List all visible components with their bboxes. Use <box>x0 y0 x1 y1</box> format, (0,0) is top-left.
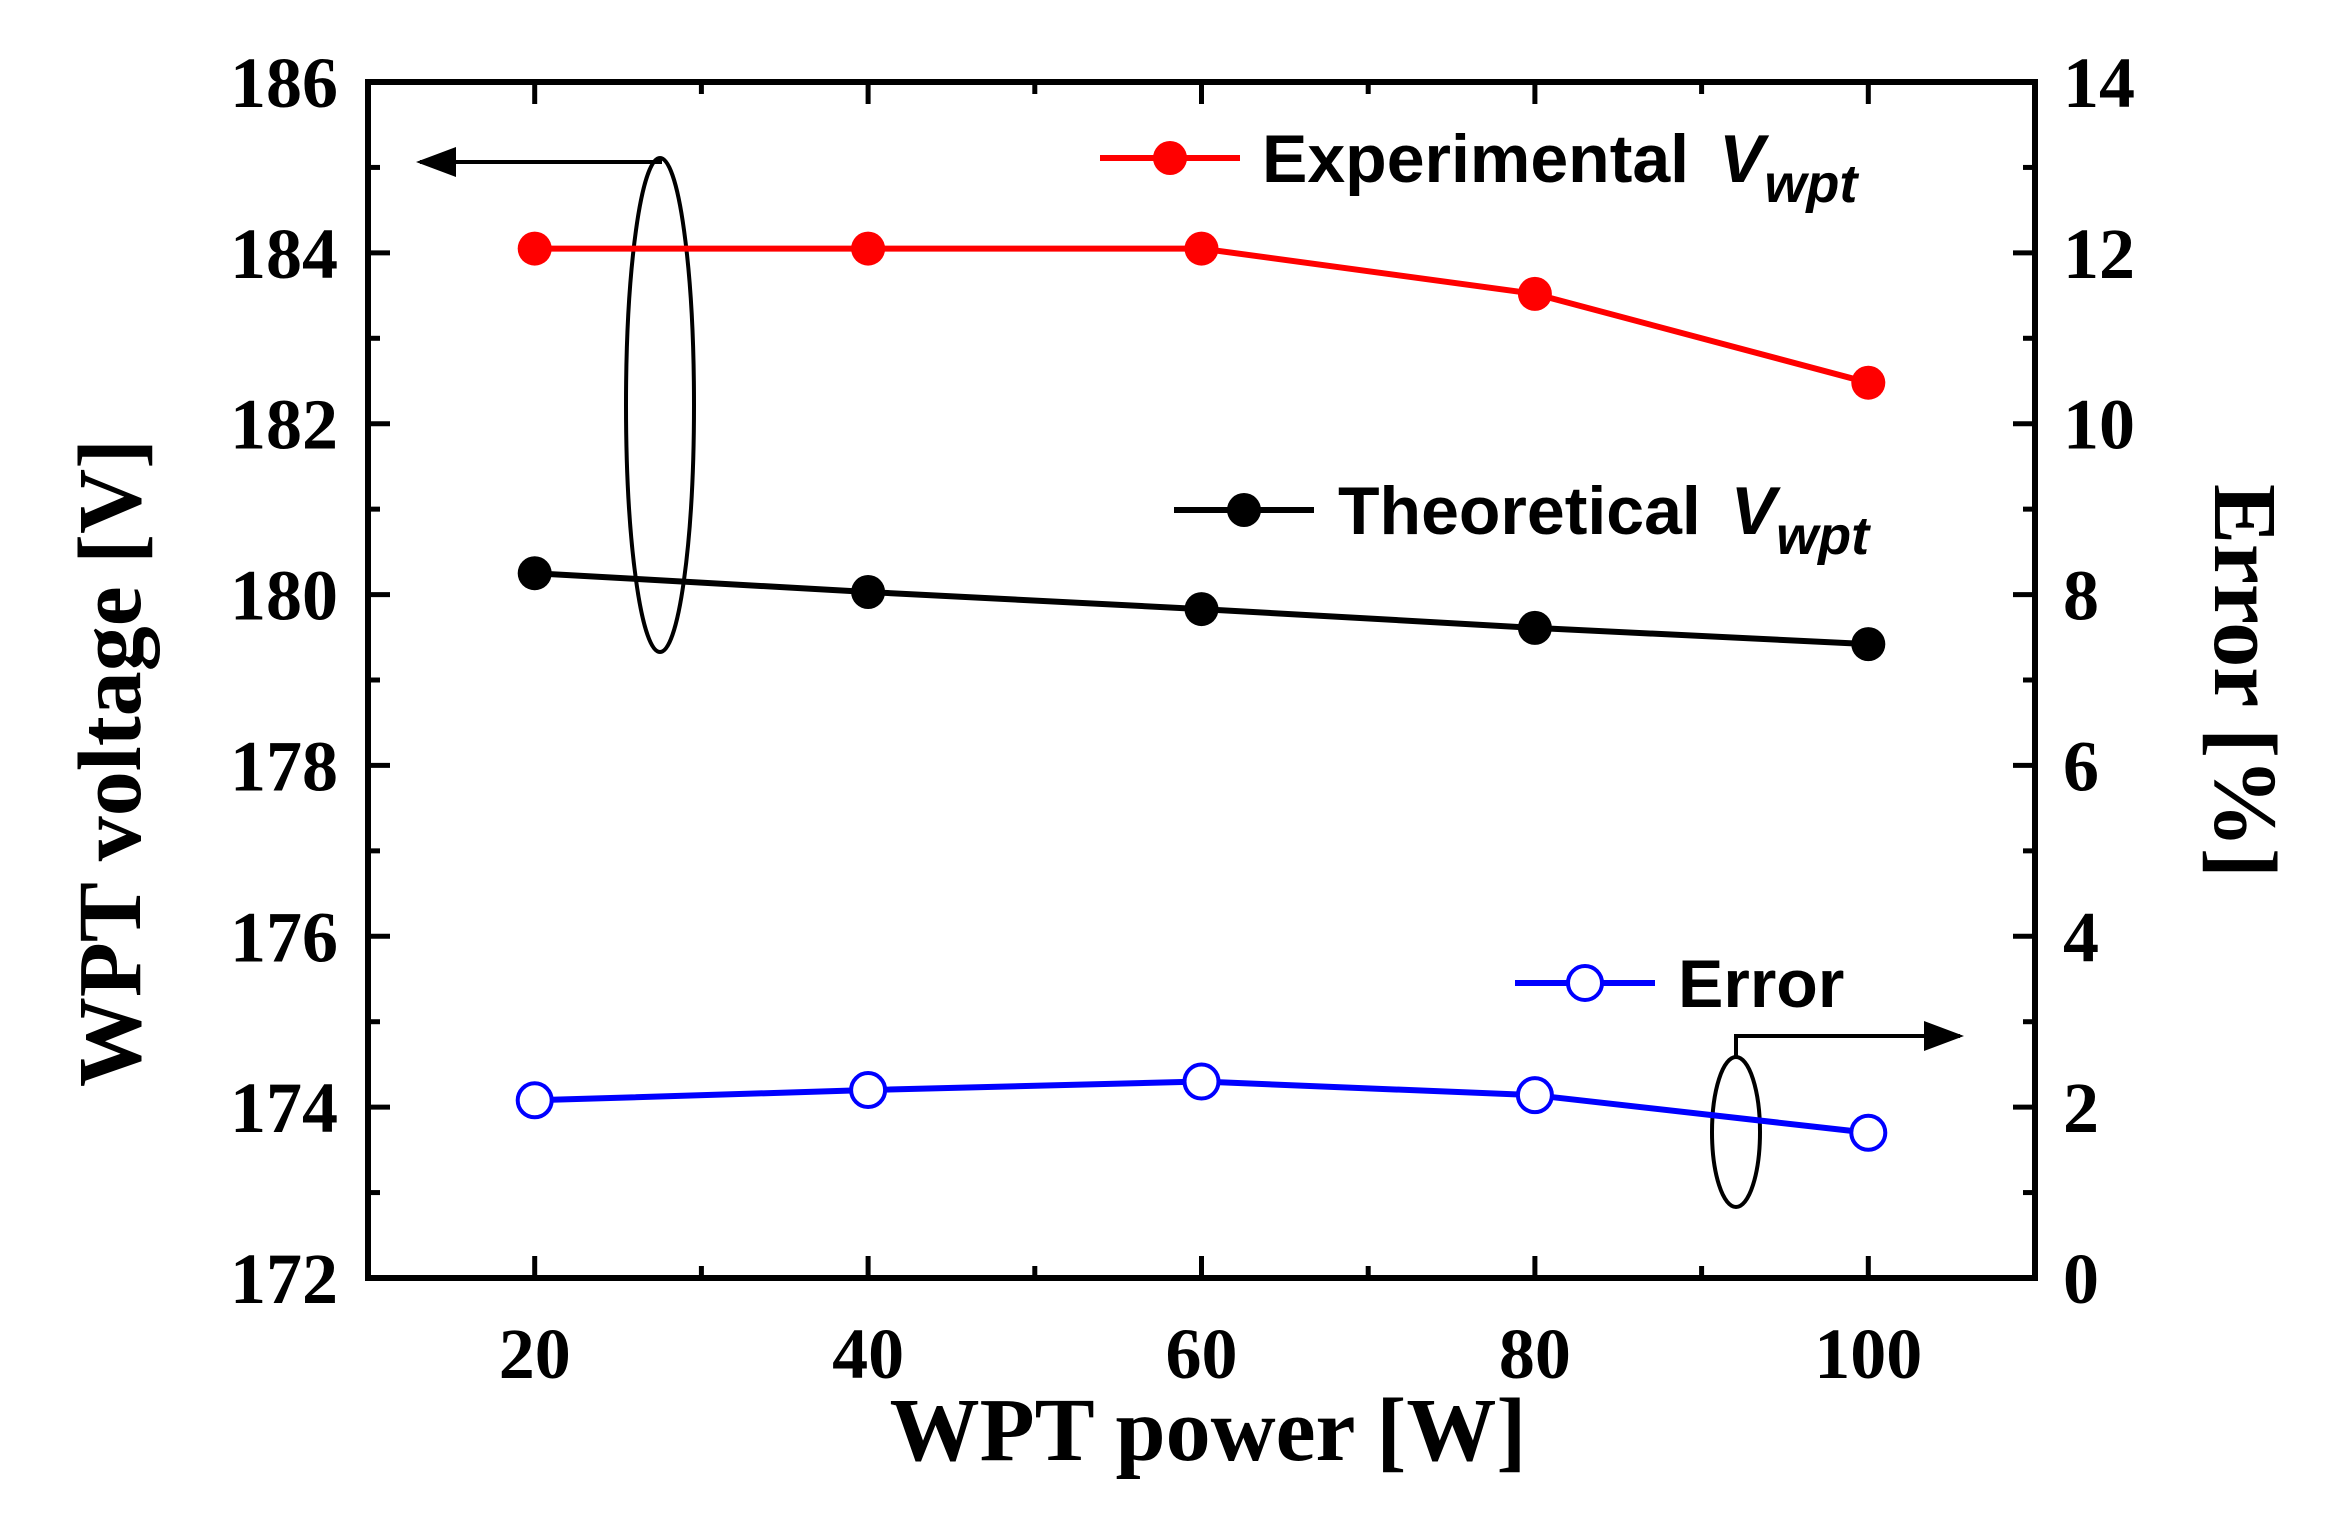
right-axis-indicator-ellipse <box>1710 1055 1762 1209</box>
data-point <box>851 231 886 266</box>
left-axis-arrow <box>416 147 662 177</box>
y2-tick-label: 2 <box>2063 1068 2099 1148</box>
annotations <box>416 147 1964 1209</box>
series-layer <box>515 231 1888 1152</box>
legend-marker <box>1153 141 1187 175</box>
data-point <box>517 231 552 266</box>
data-point <box>1517 276 1552 311</box>
y-tick-label: 184 <box>230 214 338 294</box>
x-tick-label: 40 <box>832 1314 904 1394</box>
data-point <box>1184 592 1219 627</box>
data-point <box>1184 231 1219 266</box>
series-error <box>515 1062 1888 1152</box>
y2-tick-label: 12 <box>2063 214 2135 294</box>
x-tick-label: 20 <box>499 1314 571 1394</box>
right-axis-arrow <box>1734 1021 1964 1057</box>
data-point <box>1851 627 1886 662</box>
legend-label: Theoretical Vwpt <box>1338 473 1871 566</box>
plot-frame: 20 40 60 80 100 172 174 176 178 180 182 184 186 0 2 4 6 8… <box>230 43 2135 1394</box>
y-tick-label: 186 <box>230 43 338 123</box>
data-point <box>851 575 886 610</box>
legend-item: Experimental Vwpt <box>1100 121 1859 214</box>
legend-marker <box>1566 964 1604 1002</box>
data-point <box>1849 1113 1888 1152</box>
y-tick-label: 178 <box>230 726 338 806</box>
data-point <box>515 1081 554 1120</box>
y-tick-label: 180 <box>230 556 338 636</box>
data-point <box>1182 1062 1221 1101</box>
y2-tick-label: 10 <box>2063 385 2135 465</box>
data-point <box>1515 1076 1554 1115</box>
y-tick-label: 182 <box>230 385 338 465</box>
y2-tick-label: 14 <box>2063 43 2135 123</box>
legend-label: Error <box>1678 946 1844 1022</box>
x-axis-title: WPT power [W] <box>890 1381 1527 1480</box>
data-point <box>1517 610 1552 645</box>
series-experimental <box>517 231 1886 400</box>
y2-tick-label: 8 <box>2063 556 2099 636</box>
x-tick-label: 100 <box>1814 1314 1922 1394</box>
series-line <box>534 245 1870 386</box>
legend-item: Theoretical Vwpt <box>1174 473 1871 566</box>
legend-label: Experimental Vwpt <box>1262 121 1859 214</box>
y-tick-label: 172 <box>230 1239 338 1319</box>
x-tick-label: 60 <box>1166 1314 1238 1394</box>
legend-marker <box>1227 493 1261 527</box>
y2-tick-label: 0 <box>2063 1239 2099 1319</box>
data-point <box>849 1071 888 1110</box>
y-tick-label: 176 <box>230 897 338 977</box>
legend-item: Error <box>1515 946 1844 1022</box>
y2-tick-label: 6 <box>2063 726 2099 806</box>
y2-tick-label: 4 <box>2063 897 2099 977</box>
series-theoretical <box>517 556 1886 662</box>
data-point <box>1851 365 1886 400</box>
x-tick-label: 80 <box>1499 1314 1571 1394</box>
y-axis-title: WPT voltage [V] <box>61 439 160 1087</box>
data-point <box>517 556 552 591</box>
y2-axis-title: Error [%] <box>2195 484 2294 878</box>
y-tick-label: 174 <box>230 1068 338 1148</box>
